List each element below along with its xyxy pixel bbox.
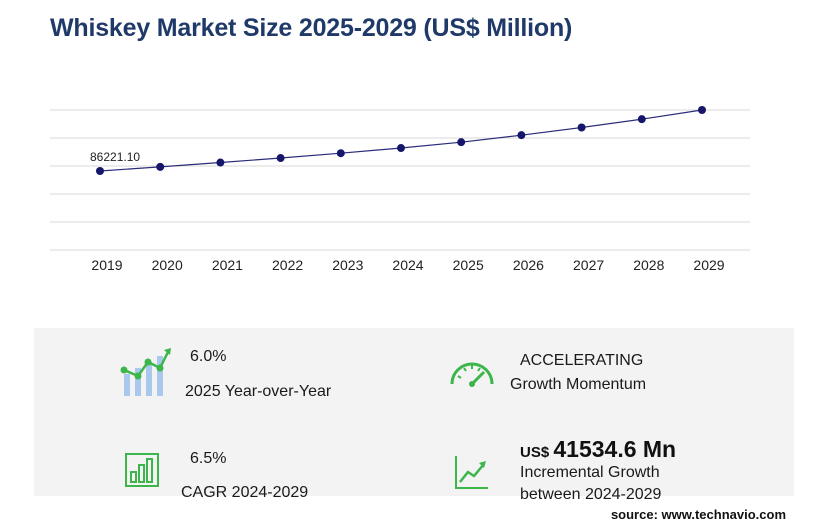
line-chart: 2019 2020 2021 2022 2023 2024 2025 2026 2027 2028… <box>50 106 750 273</box>
data-point <box>216 158 225 167</box>
x-tick-label: 2023 <box>332 257 363 273</box>
data-point <box>336 149 345 158</box>
x-tick-label: 2027 <box>573 257 604 273</box>
data-label: 86221.10 <box>90 150 140 164</box>
x-tick-label: 2019 <box>91 257 122 273</box>
incremental-label-2: between 2024-2029 <box>520 486 662 503</box>
incremental-amount: 41534.6 Mn <box>553 436 677 462</box>
data-point <box>698 106 706 114</box>
data-labels: 86221.10 <box>90 150 140 164</box>
data-point <box>517 131 526 140</box>
x-tick-label: 2021 <box>212 257 243 273</box>
source-note: source: www.technavio.com <box>610 507 786 522</box>
bar-chart-icon <box>125 453 159 487</box>
data-point <box>577 123 586 132</box>
cagr-label: CAGR 2024-2029 <box>181 484 309 501</box>
stats-panel: 6.0% 2025 Year-over-Year ACCELERATING Gr… <box>34 328 794 503</box>
series-line <box>99 109 703 172</box>
x-tick-label: 2022 <box>272 257 303 273</box>
momentum-value: ACCELERATING <box>520 352 644 369</box>
x-tick-label: 2029 <box>693 257 724 273</box>
growth-bars-icon <box>120 348 171 396</box>
data-point <box>156 162 165 171</box>
incremental-value: US$ 41534.6 Mn <box>520 436 676 463</box>
x-tick-label: 2028 <box>633 257 664 273</box>
data-point <box>96 167 104 175</box>
cagr-value: 6.5% <box>190 450 227 467</box>
incremental-label-1: Incremental Growth <box>520 464 660 481</box>
x-tick-label: 2025 <box>453 257 484 273</box>
data-point <box>276 154 285 163</box>
data-point <box>397 144 405 153</box>
speedometer-icon <box>450 362 494 387</box>
data-point <box>637 115 646 124</box>
data-point <box>457 138 466 147</box>
x-tick-label: 2024 <box>392 257 423 273</box>
trend-up-icon <box>455 456 488 489</box>
x-tick-label: 2020 <box>152 257 183 273</box>
momentum-label: Growth Momentum <box>510 376 647 393</box>
yoy-label: 2025 Year-over-Year <box>185 383 332 400</box>
yoy-value: 6.0% <box>190 348 227 365</box>
data-points <box>96 106 706 175</box>
x-tick-label: 2026 <box>513 257 544 273</box>
chart-title: Whiskey Market Size 2025-2029 (US$ Milli… <box>50 14 573 42</box>
x-axis-ticks: 2019 2020 2021 2022 2023 2024 2025 2026 2027 2028… <box>91 257 724 273</box>
grid-lines <box>50 109 750 251</box>
incremental-currency-unit: US$ <box>520 444 554 461</box>
incremental-currency: US$ 41534.6 Mn <box>520 436 676 462</box>
